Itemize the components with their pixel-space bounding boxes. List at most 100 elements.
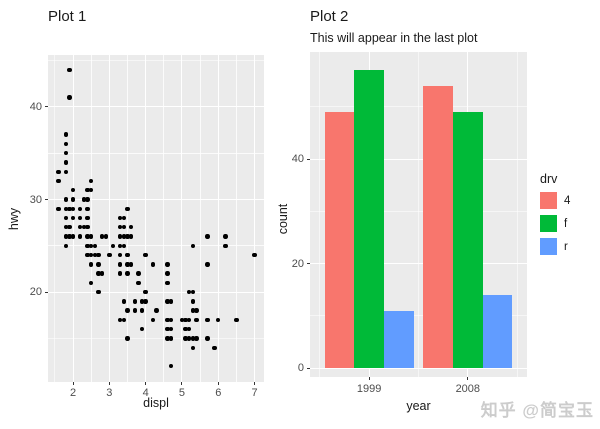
plot2-x-tick	[368, 377, 370, 380]
scatter-point	[132, 308, 137, 313]
plot1-x-tick-label: 2	[69, 387, 77, 399]
scatter-point	[107, 252, 112, 258]
scatter-point	[99, 271, 105, 276]
scatter-point	[85, 188, 90, 193]
scatter-point	[56, 206, 61, 211]
scatter-point	[89, 243, 94, 249]
scatter-point	[190, 345, 196, 350]
scatter-point	[183, 317, 188, 323]
plot1-x-tick-label: 6	[215, 387, 222, 399]
scatter-point	[96, 252, 101, 258]
scatter-point	[205, 336, 210, 341]
scatter-point	[165, 317, 170, 323]
plot2-x-tick-label: 1999	[356, 383, 382, 395]
scatter-point	[190, 243, 196, 249]
scatter-point	[121, 299, 127, 304]
scatter-point	[63, 150, 68, 156]
scatter-point	[118, 243, 123, 249]
plot1-major-gridline	[254, 55, 256, 382]
scatter-point	[70, 234, 76, 239]
scatter-point	[56, 169, 61, 174]
scatter-point	[63, 169, 68, 174]
scatter-point	[85, 243, 90, 249]
scatter-point	[121, 234, 127, 239]
scatter-point	[67, 67, 72, 72]
plot1-y-tick-label: 30	[29, 193, 42, 206]
scatter-point	[168, 317, 174, 323]
scatter-point	[143, 289, 148, 295]
scatter-point	[165, 299, 170, 304]
scatter-point	[118, 252, 123, 258]
scatter-point	[78, 215, 83, 221]
scatter-point	[187, 326, 192, 332]
plot1-y-tick	[45, 291, 48, 293]
plot2-title: Plot 2	[310, 8, 349, 25]
legend-label-4: 4	[564, 194, 571, 207]
bar-f-1999	[354, 70, 384, 368]
plot2-y-tick	[307, 263, 310, 265]
scatter-point	[187, 336, 192, 341]
scatter-point	[92, 243, 98, 249]
scatter-point	[85, 225, 90, 230]
scatter-point	[85, 215, 90, 221]
scatter-point	[121, 243, 127, 249]
scatter-point	[194, 317, 199, 323]
plot1-major-gridline	[48, 291, 264, 293]
scatter-point	[252, 252, 257, 258]
scatter-point	[187, 317, 192, 323]
scatter-point	[85, 252, 90, 258]
scatter-point	[89, 252, 94, 258]
plot1-x-tick-label: 7	[251, 387, 258, 399]
plot1-x-tick-label: 4	[142, 387, 149, 399]
scatter-point	[234, 317, 239, 323]
plot2-subtitle: This will appear in the last plot	[310, 31, 478, 45]
scatter-point	[96, 262, 101, 267]
plot2-y-axis-title: count	[276, 203, 290, 235]
plot1-major-gridline	[217, 55, 219, 382]
plot1-x-tick	[181, 382, 183, 385]
scatter-point	[179, 317, 185, 323]
scatter-point	[125, 308, 130, 313]
scatter-point	[99, 234, 105, 239]
scatter-point	[85, 206, 90, 211]
scatter-point	[63, 225, 68, 230]
scatter-point	[194, 308, 199, 313]
scatter-point	[168, 326, 174, 332]
plot2-y-tick	[307, 367, 310, 369]
scatter-point	[168, 299, 174, 304]
plot1-minor-gridline	[90, 55, 92, 382]
legend-row-r: r	[540, 238, 570, 255]
scatter-point	[70, 206, 76, 211]
plot1-minor-gridline	[48, 152, 264, 154]
scatter-point	[205, 234, 210, 239]
legend-row-f: f	[540, 215, 570, 232]
legend-key-4	[540, 192, 557, 209]
scatter-point	[70, 188, 76, 193]
plot1-minor-gridline	[54, 55, 56, 382]
plot2-x-tick-label: 2008	[455, 383, 481, 395]
bar-r-2008	[482, 294, 513, 368]
scatter-point	[205, 317, 210, 323]
scatter-point	[165, 336, 170, 341]
plot1-minor-gridline	[127, 55, 128, 382]
legend-key-f	[540, 215, 557, 232]
plot1-major-gridline	[145, 55, 147, 382]
scatter-point	[190, 336, 196, 341]
scatter-point	[187, 289, 192, 295]
bar-4-1999	[324, 112, 355, 368]
plot1-y-tick-label: 40	[29, 100, 42, 113]
scatter-point	[67, 95, 72, 100]
plot2-y-tick	[307, 158, 310, 160]
scatter-point	[67, 206, 72, 211]
scatter-point	[190, 299, 196, 304]
plot1-y-tick-label: 20	[29, 286, 42, 299]
plot1-x-tick	[108, 382, 110, 385]
plot1-x-tick-label: 5	[178, 387, 186, 399]
plot2-minor-gridline	[516, 52, 518, 377]
plot1-minor-gridline	[199, 55, 201, 382]
plot2-y-tick-label: 20	[291, 257, 304, 270]
scatter-point	[70, 197, 76, 202]
scatter-point	[63, 215, 68, 221]
scatter-point	[136, 280, 141, 286]
scatter-point	[78, 206, 83, 211]
